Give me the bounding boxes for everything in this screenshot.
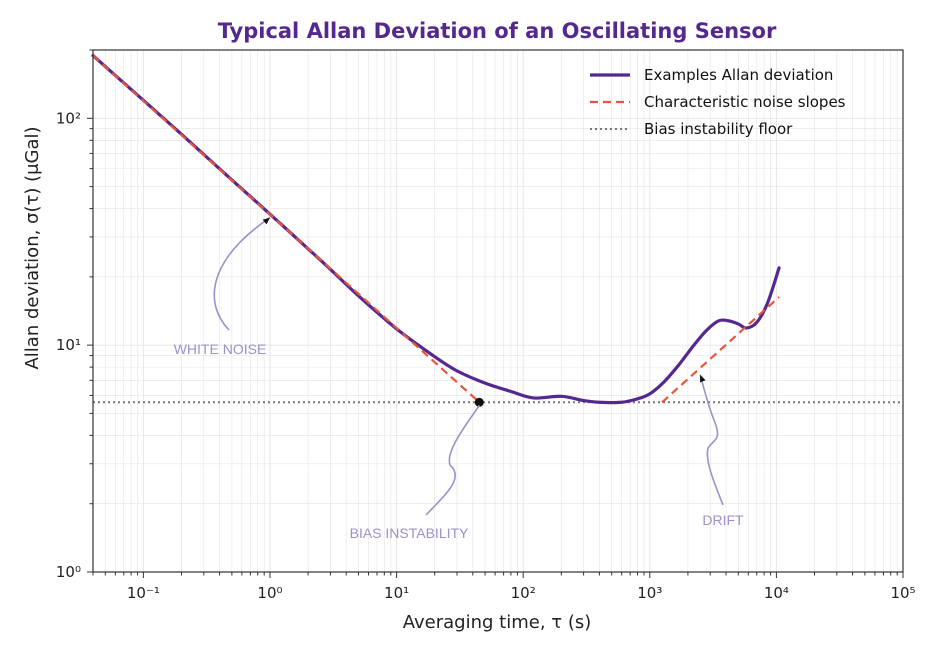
white-noise-slope-line xyxy=(92,54,481,404)
drift-arrowhead xyxy=(699,374,706,383)
legend: Examples Allan deviation Characteristic n… xyxy=(590,66,846,138)
drift-label: DRIFT xyxy=(702,512,744,528)
series-layer xyxy=(91,53,903,407)
drift-slope-line xyxy=(661,296,780,404)
x-tick-label: 10¹ xyxy=(384,584,409,602)
white-noise-label: WHITE NOISE xyxy=(174,341,267,357)
y-axis-label: Allan deviation, σ(τ) (μGal) xyxy=(22,126,43,369)
x-tick-label: 10⁴ xyxy=(764,584,789,602)
white-noise-arrow xyxy=(213,216,271,331)
x-tick-label: 10³ xyxy=(637,584,662,602)
bias-instability-arrow xyxy=(425,404,480,516)
chart-title: Typical Allan Deviation of an Oscillatin… xyxy=(218,19,777,43)
y-tick-label: 10⁰ xyxy=(56,563,81,581)
y-tick-label: 10² xyxy=(56,109,81,127)
x-tick-label: 10² xyxy=(511,584,536,602)
x-tick-label: 10⁰ xyxy=(257,584,282,602)
plot-frame xyxy=(92,49,904,573)
white-noise-arrowhead xyxy=(262,217,270,225)
bias-instability-point xyxy=(474,397,484,407)
x-axis-label: Averaging time, τ (s) xyxy=(403,612,592,633)
y-tick-label: 10¹ xyxy=(56,336,81,354)
allan-deviation-curve xyxy=(91,53,781,405)
x-tick-label: 10⁻¹ xyxy=(127,584,160,602)
annotations-layer: WHITE NOISE BIAS INSTABILITY DRIFT xyxy=(174,216,744,541)
bias-instability-label: BIAS INSTABILITY xyxy=(350,525,469,541)
drift-arrow xyxy=(699,374,724,506)
legend-label-3: Bias instability floor xyxy=(644,120,793,138)
axis-ticks: 10⁻¹ 10⁰ 10¹ 10² 10³ 10⁴ 10⁵ 10⁰ 10¹ 10² xyxy=(56,49,916,602)
x-tick-label: 10⁵ xyxy=(890,584,915,602)
legend-label-1: Examples Allan deviation xyxy=(644,66,833,84)
legend-label-2: Characteristic noise slopes xyxy=(644,93,846,111)
